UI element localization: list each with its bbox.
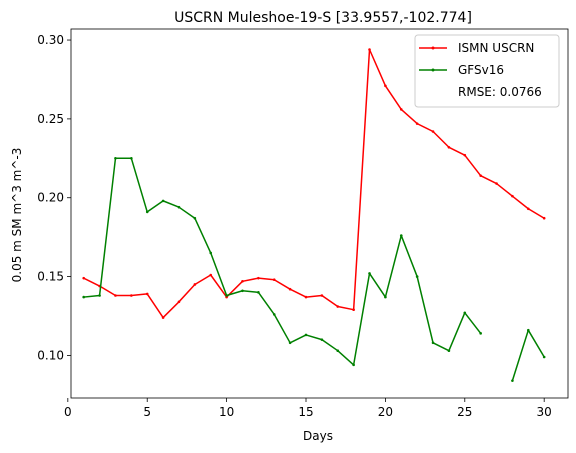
legend-box: [414, 34, 560, 108]
legend-marker-ismn-uscrn: [431, 46, 435, 50]
data-point-gfsv16-2: [98, 294, 101, 297]
data-point-ismn-uscrn-9: [209, 273, 213, 277]
data-point-gfsv16-23: [431, 341, 435, 345]
data-point-ismn-uscrn-25: [463, 153, 467, 157]
data-point-ismn-uscrn-5: [145, 292, 149, 296]
x-tick-label-5: 5: [143, 405, 151, 419]
data-point-ismn-uscrn-4: [130, 294, 133, 297]
series-ismn-uscrn: [82, 48, 546, 319]
data-point-gfsv16-17: [336, 349, 340, 352]
data-point-ismn-uscrn-15: [304, 295, 308, 299]
data-point-ismn-uscrn-21: [399, 108, 403, 111]
data-point-ismn-uscrn-12: [257, 276, 260, 280]
data-point-gfsv16-10: [225, 294, 228, 297]
data-point-gfsv16-14: [288, 341, 292, 345]
x-tick-label-30: 30: [537, 405, 552, 419]
data-point-ismn-uscrn-23: [431, 130, 435, 133]
data-point-gfsv16-21: [399, 234, 403, 237]
data-point-ismn-uscrn-28: [511, 194, 514, 198]
legend-label-gfsv16: GFSv16: [458, 63, 504, 77]
plot-frame: [70, 28, 569, 399]
x-tick-label-20: 20: [378, 405, 393, 419]
y-tick-label-0.25: 0.25: [37, 112, 64, 126]
y-tick-label-0.10: 0.10: [37, 348, 64, 362]
data-point-gfsv16-26: [479, 332, 482, 335]
series-layer: [82, 48, 546, 382]
data-point-gfsv16-11: [241, 289, 244, 293]
legend-label-ismn-uscrn: ISMN USCRN: [458, 41, 534, 55]
data-point-gfsv16-16: [320, 338, 324, 341]
data-point-gfsv16-18: [352, 363, 355, 367]
data-point-ismn-uscrn-11: [241, 280, 244, 283]
data-point-gfsv16-24: [447, 349, 451, 352]
x-tick-label-0: 0: [64, 405, 72, 419]
y-tick-label-0.30: 0.30: [37, 33, 64, 47]
data-point-ismn-uscrn-13: [272, 278, 276, 282]
data-point-ismn-uscrn-8: [193, 283, 197, 286]
data-point-ismn-uscrn-6: [161, 316, 165, 319]
data-point-ismn-uscrn-24: [447, 145, 451, 149]
legend-marker-gfsv16: [431, 68, 435, 72]
data-point-ismn-uscrn-14: [288, 287, 292, 291]
series-line-gfsv16-segment-0: [82, 157, 482, 366]
data-point-ismn-uscrn-3: [114, 294, 117, 297]
data-point-gfsv16-13: [272, 313, 276, 316]
data-point-gfsv16-19: [368, 272, 371, 275]
data-point-ismn-uscrn-30: [542, 216, 546, 220]
data-point-gfsv16-22: [415, 275, 419, 278]
axes-layer: 0 5 10 15 20 25 30 0.10 0.15 0.20 0.25 0.30: [37, 28, 569, 419]
x-tick-label-25: 25: [457, 405, 472, 419]
legend-annotation-rmse: RMSE: 0.0766: [458, 85, 542, 99]
data-point-gfsv16-29: [527, 328, 530, 332]
chart-title: USCRN Muleshoe-19-S [33.9557,-102.774]: [174, 10, 472, 26]
legend: ISMN USCRN GFSv16 RMSE: 0.0766: [414, 34, 560, 108]
data-point-gfsv16-12: [257, 291, 260, 294]
x-axis-label: Days: [303, 429, 333, 443]
data-point-ismn-uscrn-19: [368, 48, 371, 51]
data-point-gfsv16-25: [463, 311, 467, 315]
data-point-gfsv16-6: [161, 199, 165, 203]
data-point-ismn-uscrn-26: [479, 174, 482, 177]
data-point-ismn-uscrn-22: [415, 122, 419, 125]
x-tick-label-10: 10: [219, 405, 234, 419]
data-point-gfsv16-8: [193, 216, 197, 220]
data-point-gfsv16-3: [114, 157, 117, 160]
data-point-ismn-uscrn-16: [320, 294, 324, 297]
data-point-ismn-uscrn-1: [82, 276, 85, 280]
data-point-ismn-uscrn-20: [384, 84, 387, 88]
data-point-gfsv16-15: [304, 333, 308, 337]
data-point-gfsv16-4: [130, 157, 133, 160]
series-line-gfsv16-segment-1: [511, 329, 546, 382]
data-point-gfsv16-20: [384, 295, 387, 299]
data-point-gfsv16-5: [145, 210, 149, 214]
data-point-ismn-uscrn-7: [177, 300, 181, 304]
series-gfsv16: [82, 157, 546, 382]
data-point-ismn-uscrn-17: [336, 305, 340, 308]
data-point-ismn-uscrn-18: [352, 308, 355, 311]
data-point-gfsv16-1: [82, 295, 85, 299]
y-axis-label: 0.05 m SM m^3 m^-3: [10, 148, 24, 283]
data-point-gfsv16-30: [542, 355, 546, 359]
x-tick-label-15: 15: [298, 405, 313, 419]
data-point-ismn-uscrn-29: [527, 207, 530, 211]
data-point-ismn-uscrn-27: [495, 182, 498, 185]
series-line-ismn-uscrn-segment-0: [82, 48, 546, 319]
data-point-gfsv16-7: [177, 205, 181, 209]
data-point-gfsv16-28: [511, 379, 514, 382]
y-tick-label-0.20: 0.20: [37, 191, 64, 205]
y-tick-label-0.15: 0.15: [37, 270, 64, 284]
data-point-gfsv16-9: [209, 251, 213, 255]
